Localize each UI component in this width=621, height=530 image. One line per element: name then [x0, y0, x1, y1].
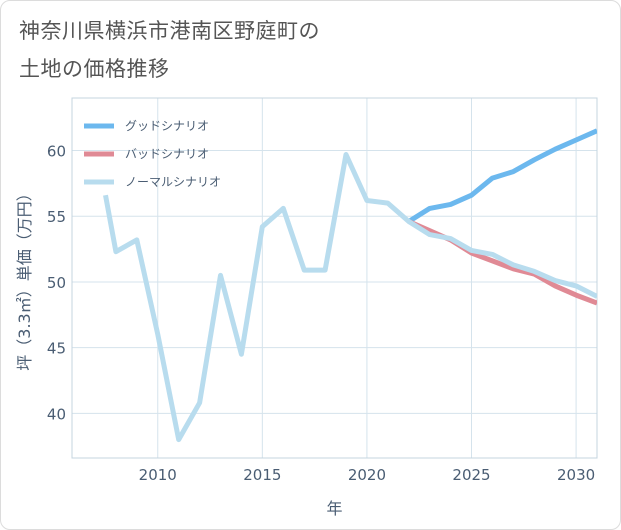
- legend-label-1: グッドシナリオ: [125, 119, 209, 133]
- legend-label-2: バッドシナリオ: [125, 147, 209, 161]
- series-line-1: [407, 128, 597, 224]
- x-tick-label: 2020: [348, 466, 386, 484]
- y-tick-label: 60: [47, 143, 66, 161]
- legend-label-3: ノーマルシナリオ: [125, 175, 221, 189]
- y-axis-ticks: 40 45 50 55 60: [47, 143, 66, 424]
- y-tick-label: 50: [47, 274, 66, 292]
- x-tick-label: 2025: [452, 466, 490, 484]
- y-axis-label: 坪（3.3㎡）単価（万円）: [15, 185, 34, 370]
- chart-title-line-1: 神奈川県横浜市港南区野庭町の: [19, 19, 320, 43]
- x-tick-label: 2010: [139, 466, 177, 484]
- x-tick-label: 2015: [243, 466, 281, 484]
- x-axis-ticks: 2010 2015 2020 2025 2030: [139, 466, 596, 484]
- y-tick-label: 55: [47, 208, 66, 226]
- plot-border: [71, 97, 598, 459]
- series-layer: [103, 128, 597, 443]
- chart-title-line-2: 土地の価格推移: [19, 57, 170, 81]
- series-line-3: [103, 152, 597, 443]
- plot-area: [72, 98, 597, 458]
- x-tick-label: 2030: [557, 466, 595, 484]
- y-tick-label: 40: [47, 405, 66, 423]
- y-tick-label: 45: [47, 340, 66, 358]
- x-axis-label: 年: [326, 499, 342, 518]
